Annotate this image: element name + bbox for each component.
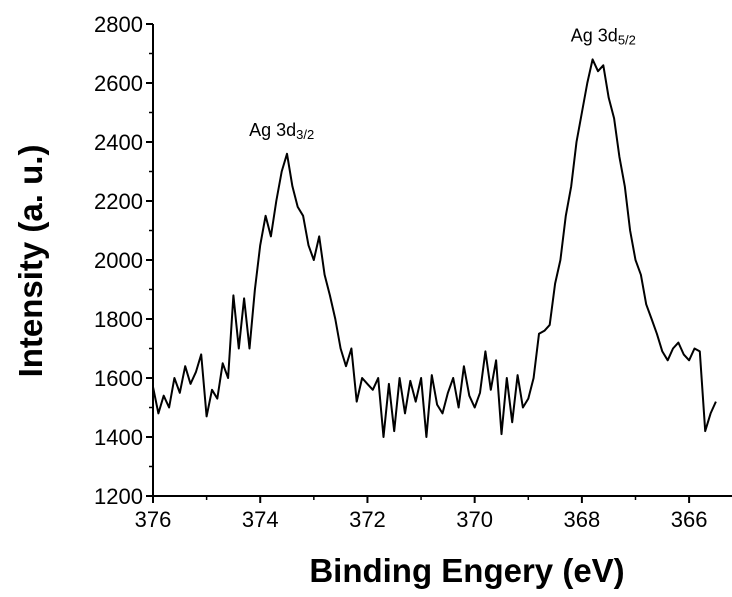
y-tick-label: 2200 [94,189,143,214]
y-tick-label: 1600 [94,366,143,391]
y-tick-label: 1800 [94,307,143,332]
y-tick-label: 1400 [94,425,143,450]
spectrum-line [152,58,717,438]
y-tick-label: 2000 [94,248,143,273]
x-tick-label: 376 [135,507,172,532]
y-axis-title: Intensity (a. u.) [12,145,49,378]
x-tick-label: 368 [564,507,601,532]
x-axis-title: Binding Engery (eV) [309,552,624,589]
x-axis: 376 374 372 370 368 366 [135,496,708,532]
x-tick-label: 374 [242,507,279,532]
y-tick-label: 2800 [94,12,143,37]
y-tick-label: 2600 [94,71,143,96]
series-layer [152,58,717,438]
x-tick-label: 372 [349,507,386,532]
x-tick-label: 366 [671,507,708,532]
peak-label: Ag 3d5/2 [571,26,636,48]
x-tick-label: 370 [456,507,493,532]
annotation-layer: Ag 3d3/2 Ag 3d5/2 [249,26,636,142]
y-tick-label: 2400 [94,130,143,155]
peak-label: Ag 3d3/2 [249,120,314,142]
plot-frame [152,24,732,497]
y-axis: 1200 1400 1600 1800 2000 2200 2400 2600 2800 [94,12,153,509]
y-tick-label: 1200 [94,484,143,509]
